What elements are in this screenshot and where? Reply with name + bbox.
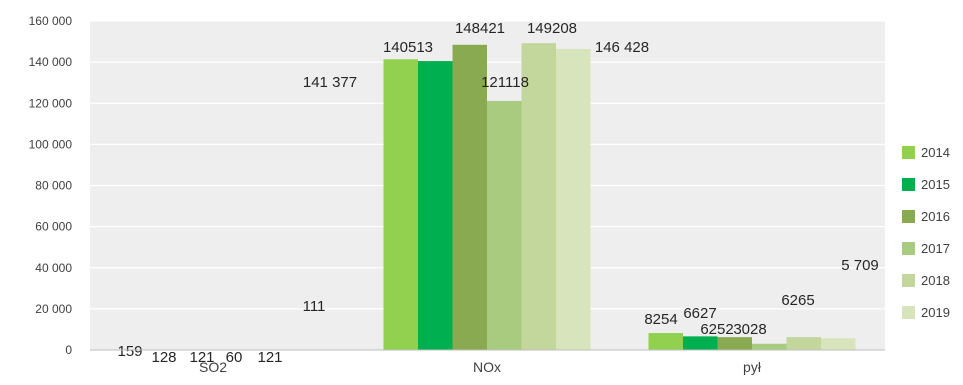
data-label: 148421 [455, 20, 505, 37]
y-axis-ticks: 0 20 000 40 000 60 000 80 000 100 000 120 000 1… [29, 14, 73, 357]
bar-2018-NOx [521, 43, 556, 351]
y-tick-label: 80 000 [35, 179, 72, 193]
data-label: 60 [226, 349, 243, 366]
y-tick-label: 160 000 [29, 14, 73, 28]
category-label: pył [743, 359, 762, 375]
data-label: 121 [257, 349, 282, 366]
bar-2019-NOx [556, 48, 591, 351]
bar-2018-pył [786, 337, 821, 350]
data-label: 141 377 [303, 74, 357, 91]
category-label: NOx [473, 359, 501, 375]
data-label: 146 428 [595, 39, 649, 56]
bar-2015-NOx [418, 61, 453, 351]
legend-swatch [902, 210, 915, 223]
legend-label: 2018 [921, 273, 950, 288]
data-label: 111 [303, 298, 326, 315]
legend-swatch [902, 178, 915, 191]
y-tick-label: 140 000 [29, 55, 73, 69]
data-label: 140513 [383, 39, 433, 56]
legend-swatch [902, 306, 915, 319]
legend-swatch [902, 146, 915, 159]
legend: 2014 2015 2016 2017 2018 2019 [902, 145, 950, 320]
data-label: 6252 [700, 321, 733, 338]
data-label: 8254 [644, 311, 677, 328]
bar-2016-pył [717, 337, 752, 350]
legend-label: 2014 [921, 145, 950, 160]
y-tick-label: 40 000 [35, 261, 72, 275]
data-label: 121118 [481, 74, 529, 91]
data-label: 5 709 [841, 257, 879, 274]
legend-swatch [902, 274, 915, 287]
bar-2015-pył [683, 336, 718, 350]
bars [109, 43, 856, 351]
legend-label: 2019 [921, 305, 950, 320]
legend-label: 2016 [921, 209, 950, 224]
legend-label: 2017 [921, 241, 950, 256]
legend-label: 2015 [921, 177, 950, 192]
data-label: 3028 [733, 321, 766, 338]
data-label: 149208 [527, 20, 577, 37]
bar-2017-pył [752, 343, 787, 350]
data-labels: 159 128 121 60 121 111 141 377 140513 148421 1211… [117, 20, 878, 366]
data-label: 6265 [781, 292, 814, 309]
data-label: 6627 [683, 305, 716, 322]
y-tick-label: 0 [65, 343, 72, 357]
bar-2017-NOx [487, 100, 522, 350]
y-tick-label: 60 000 [35, 220, 72, 234]
data-label: 159 [117, 343, 142, 360]
bar-2016-NOx [452, 44, 487, 350]
bar-2014-pył [648, 333, 683, 350]
y-tick-label: 100 000 [29, 137, 73, 151]
bar-2019-pył [821, 338, 856, 350]
x-axis-categories: SO2 NOx pył [199, 359, 762, 375]
data-label: 128 [151, 349, 176, 366]
data-label: 121 [189, 349, 214, 366]
y-tick-label: 120 000 [29, 96, 73, 110]
bar-2014-NOx [383, 59, 418, 350]
category-label: SO2 [199, 359, 227, 375]
legend-swatch [902, 242, 915, 255]
y-tick-label: 20 000 [35, 302, 72, 316]
